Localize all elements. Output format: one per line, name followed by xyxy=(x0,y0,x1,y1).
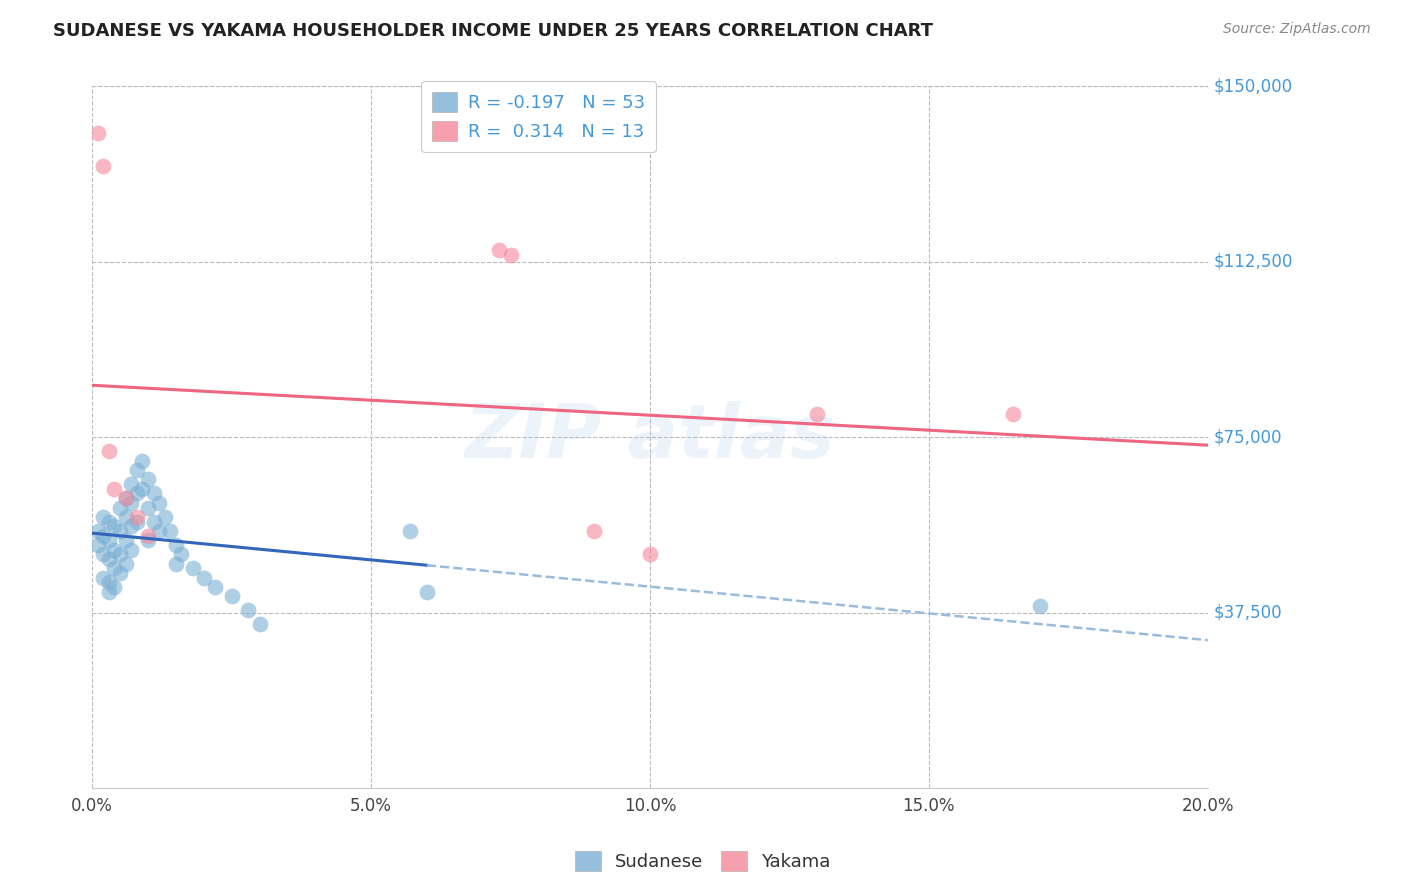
Point xyxy=(103,542,125,557)
Point xyxy=(91,159,114,173)
Text: $150,000: $150,000 xyxy=(1213,78,1292,95)
Point xyxy=(103,482,125,496)
Point xyxy=(114,491,136,505)
Point xyxy=(97,515,120,529)
Point xyxy=(97,584,120,599)
Point xyxy=(108,500,131,515)
Point xyxy=(125,463,148,477)
Point xyxy=(148,496,170,510)
Point xyxy=(1029,599,1052,613)
Point xyxy=(114,533,136,548)
Text: Source: ZipAtlas.com: Source: ZipAtlas.com xyxy=(1223,22,1371,37)
Point xyxy=(499,248,522,262)
Point xyxy=(103,561,125,575)
Point xyxy=(87,126,110,140)
Point xyxy=(97,575,120,590)
Point xyxy=(136,533,159,548)
Point xyxy=(120,519,142,533)
Point xyxy=(125,486,148,500)
Point xyxy=(131,454,153,468)
Point xyxy=(131,482,153,496)
Point xyxy=(125,509,148,524)
Point xyxy=(142,515,165,529)
Point xyxy=(120,477,142,491)
Legend: Sudanese, Yakama: Sudanese, Yakama xyxy=(568,844,838,879)
Point xyxy=(136,472,159,486)
Text: ZIP atlas: ZIP atlas xyxy=(464,401,835,474)
Point xyxy=(249,617,271,632)
Point xyxy=(97,552,120,566)
Point xyxy=(165,538,187,552)
Point xyxy=(91,528,114,542)
Point xyxy=(136,528,159,542)
Point xyxy=(148,524,170,538)
Point xyxy=(108,547,131,561)
Point xyxy=(142,486,165,500)
Point xyxy=(120,496,142,510)
Point xyxy=(488,243,510,257)
Point xyxy=(114,509,136,524)
Point xyxy=(114,491,136,505)
Point xyxy=(181,561,204,575)
Point xyxy=(416,584,439,599)
Point xyxy=(91,571,114,585)
Point xyxy=(87,538,110,552)
Text: SUDANESE VS YAKAMA HOUSEHOLDER INCOME UNDER 25 YEARS CORRELATION CHART: SUDANESE VS YAKAMA HOUSEHOLDER INCOME UN… xyxy=(53,22,934,40)
Point xyxy=(97,533,120,548)
Point xyxy=(238,603,260,617)
Point xyxy=(638,547,661,561)
Point xyxy=(159,524,181,538)
Point xyxy=(399,524,422,538)
Point xyxy=(103,519,125,533)
Point xyxy=(193,571,215,585)
Point xyxy=(165,557,187,571)
Text: $112,500: $112,500 xyxy=(1213,253,1292,271)
Point xyxy=(170,547,193,561)
Point xyxy=(108,524,131,538)
Point xyxy=(91,547,114,561)
Point xyxy=(97,444,120,458)
Point xyxy=(153,509,176,524)
Point xyxy=(114,557,136,571)
Point xyxy=(108,566,131,580)
Point xyxy=(1001,407,1024,421)
Point xyxy=(583,524,606,538)
Point xyxy=(87,524,110,538)
Point xyxy=(806,407,828,421)
Point xyxy=(204,580,226,594)
Text: $75,000: $75,000 xyxy=(1213,428,1282,446)
Legend: R = -0.197   N = 53, R =  0.314   N = 13: R = -0.197 N = 53, R = 0.314 N = 13 xyxy=(420,81,655,152)
Point xyxy=(125,515,148,529)
Point xyxy=(136,500,159,515)
Point xyxy=(91,509,114,524)
Point xyxy=(221,590,243,604)
Point xyxy=(103,580,125,594)
Point xyxy=(120,542,142,557)
Text: $37,500: $37,500 xyxy=(1213,604,1282,622)
